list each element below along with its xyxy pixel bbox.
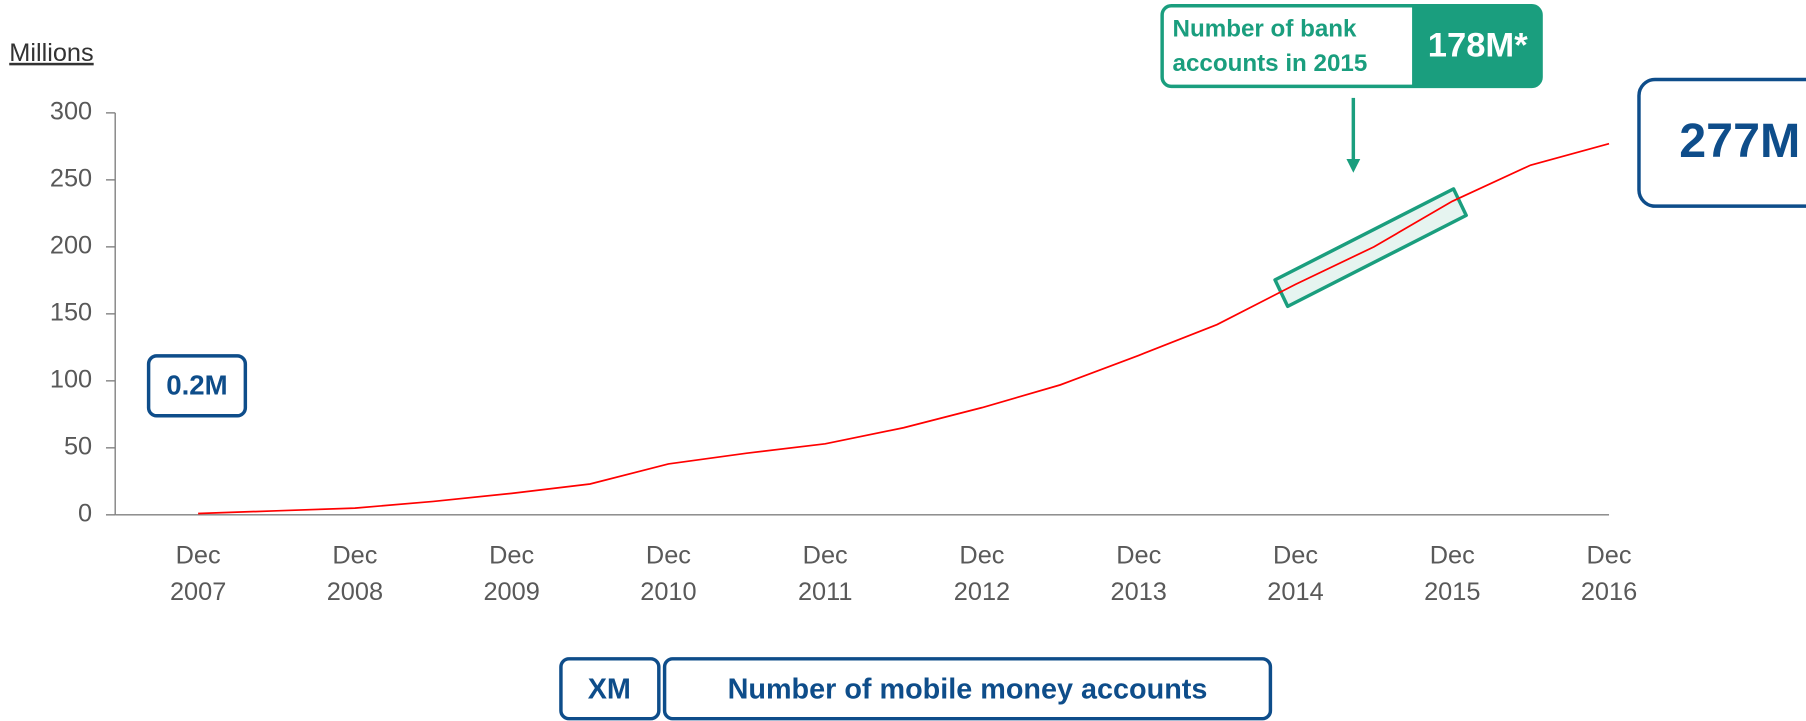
x-tick-label: Dec 2007 <box>170 541 226 606</box>
y-tick-label: 50 <box>64 433 92 461</box>
legend-key: XM <box>588 674 631 706</box>
y-tick-label: 100 <box>50 366 92 394</box>
y-tick-label: 200 <box>50 232 92 260</box>
start-box <box>146 354 248 418</box>
end-label: 277M <box>1679 114 1800 168</box>
start-label: 0.2M <box>166 369 227 400</box>
y-tick-label: 300 <box>50 98 92 126</box>
x-tick-label: Dec 2011 <box>798 541 852 606</box>
x-tick-label: Dec 2009 <box>483 541 539 606</box>
legend-label: Number of mobile money accounts <box>728 674 1208 706</box>
arrow-head <box>1346 158 1361 173</box>
bank-value: 178M* <box>1428 26 1528 64</box>
bank-text: Number of bank <box>1173 15 1358 42</box>
line <box>198 142 1610 515</box>
x-tick-label: Dec 2015 <box>1424 541 1480 606</box>
legend-key-box <box>559 657 661 721</box>
x-tick-label: Dec 2016 <box>1581 541 1637 606</box>
x-tick-label: Dec 2014 <box>1267 541 1323 606</box>
y-axis-label: Millions <box>9 39 93 67</box>
y-tick-label: 150 <box>50 299 92 327</box>
x-tick-label: Dec 2010 <box>640 541 696 606</box>
x-tick-label: Dec 2012 <box>954 541 1010 606</box>
bank-text: accounts in 2015 <box>1173 50 1368 77</box>
x-tick-label: Dec 2008 <box>327 541 383 606</box>
end-box <box>1637 77 1806 208</box>
bank-value-box <box>1412 5 1542 87</box>
x-tick-label: Dec 2013 <box>1111 541 1167 606</box>
y-tick-label: 250 <box>50 165 92 193</box>
legend-box <box>662 657 1273 721</box>
y-tick-label: 0 <box>78 500 92 528</box>
